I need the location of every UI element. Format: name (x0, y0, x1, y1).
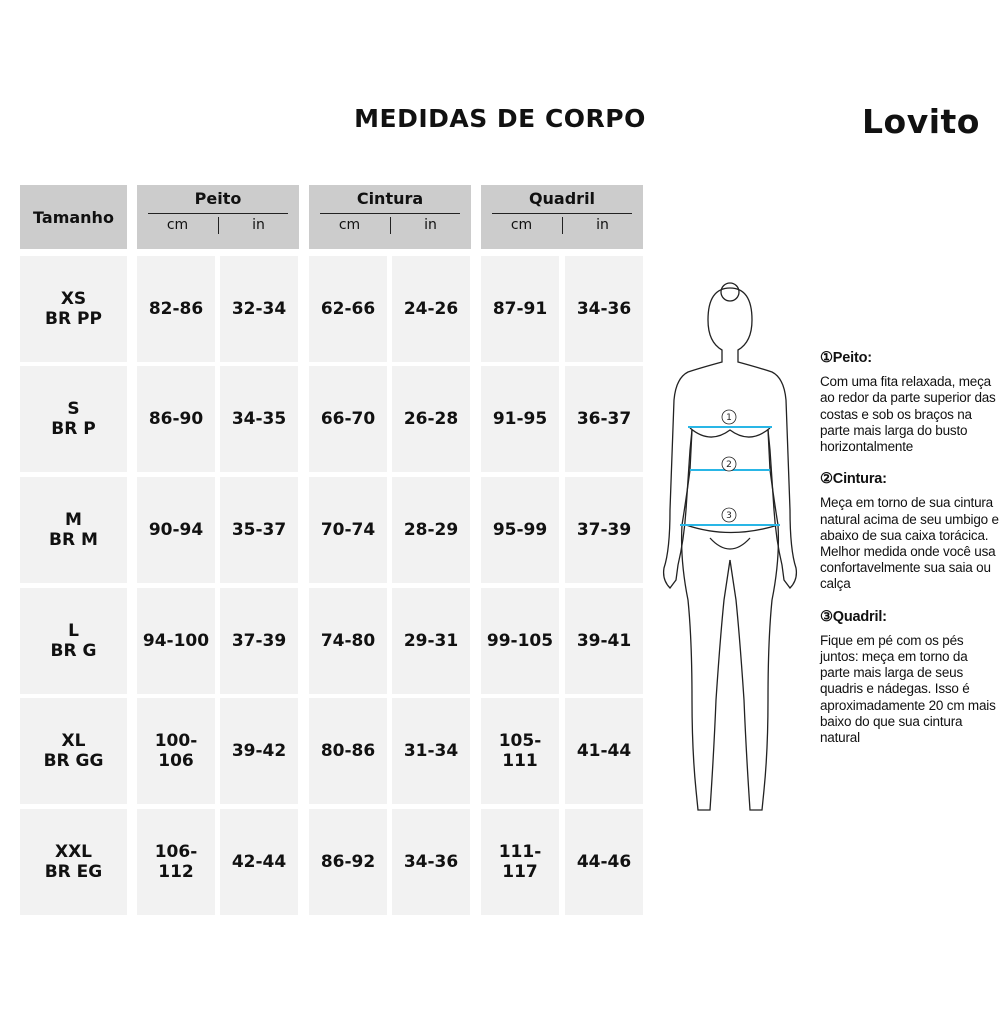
measurement-cell: 100-106 (137, 698, 215, 804)
group-label: Peito (194, 189, 242, 208)
measurement-cell: 35-37 (220, 477, 298, 583)
measurement-cell: 31-34 (392, 698, 470, 804)
br-size-label: BR PP (45, 309, 102, 329)
measurement-cell: 82-86 (137, 256, 215, 362)
group-label: Quadril (528, 189, 596, 208)
br-size-label: BR G (50, 641, 97, 661)
measurement-cell: 34-36 (565, 256, 643, 362)
measurement-cell: 26-28 (392, 366, 470, 472)
divider (562, 217, 563, 234)
measurement-cell: 87-91 (481, 256, 559, 362)
measurement-cell: 42-44 (220, 809, 298, 915)
measurement-cell: 44-46 (565, 809, 643, 915)
unit-in: in (252, 217, 265, 233)
marker-1: 1 (726, 413, 732, 423)
size-cell: M BR M (20, 477, 127, 583)
size-cell: XS BR PP (20, 256, 127, 362)
unit-cm: cm (166, 217, 189, 233)
measurement-cell: 37-39 (220, 588, 298, 694)
size-label: S (67, 399, 80, 419)
size-cell: L BR G (20, 588, 127, 694)
measurement-cell: 91-95 (481, 366, 559, 472)
note-title-hip: ③Quadril: (820, 608, 887, 625)
measurement-cell: 39-41 (565, 588, 643, 694)
size-cell: XL BR GG (20, 698, 127, 804)
size-label: XL (61, 731, 86, 751)
measurement-cell: 106-112 (137, 809, 215, 915)
divider (218, 217, 219, 234)
note-text-waist: Meça em torno de sua cintura natural aci… (820, 495, 999, 592)
measurement-notes: ①Peito: Com uma fita relaxada, meça ao r… (820, 350, 1000, 762)
br-size-label: BR P (51, 419, 96, 439)
unit-cm: cm (338, 217, 361, 233)
unit-cm: cm (510, 217, 533, 233)
page-title: MEDIDAS DE CORPO (354, 104, 646, 133)
marker-2: 2 (726, 460, 732, 470)
measurement-cell: 74-80 (309, 588, 387, 694)
measurement-cell: 86-92 (309, 809, 387, 915)
measurement-cell: 86-90 (137, 366, 215, 472)
woman-outline-icon (662, 282, 798, 811)
note-title-waist: ②Cintura: (820, 471, 887, 488)
column-group-header: Cintura cm in (309, 185, 471, 249)
measurement-cell: 94-100 (137, 588, 215, 694)
divider (320, 213, 460, 214)
column-group-header: Quadril cm in (481, 185, 643, 249)
measurement-cell: 70-74 (309, 477, 387, 583)
size-label: M (65, 510, 82, 530)
measurement-cell: 41-44 (565, 698, 643, 804)
size-label: L (68, 621, 79, 641)
measurement-cell: 24-26 (392, 256, 470, 362)
body-figure: 1 2 3 (662, 282, 798, 811)
measurement-cell: 36-37 (565, 366, 643, 472)
divider (390, 217, 391, 234)
measurement-cell: 34-35 (220, 366, 298, 472)
measurement-cell: 90-94 (137, 477, 215, 583)
measurement-cell: 39-42 (220, 698, 298, 804)
size-label: XXL (54, 842, 93, 862)
measurement-cell: 62-66 (309, 256, 387, 362)
note-title-chest: ①Peito: (820, 350, 872, 366)
divider (492, 213, 632, 214)
measurement-cell: 105-111 (481, 698, 559, 804)
note-text-chest: Com uma fita relaxada, meça ao redor da … (820, 374, 996, 455)
brand-logo: Lovito (862, 102, 980, 141)
divider (148, 213, 288, 214)
unit-in: in (424, 217, 437, 233)
measurement-cell: 66-70 (309, 366, 387, 472)
measurement-cell: 111-117 (481, 809, 559, 915)
measurement-cell: 95-99 (481, 477, 559, 583)
measurement-cell: 80-86 (309, 698, 387, 804)
group-label: Cintura (356, 189, 424, 208)
br-size-label: BR M (49, 530, 98, 550)
size-label: XS (60, 289, 87, 309)
measurement-cell: 28-29 (392, 477, 470, 583)
measurement-cell: 37-39 (565, 477, 643, 583)
size-header: Tamanho (20, 185, 127, 249)
br-size-label: BR EG (44, 862, 103, 882)
note-text-hip: Fique em pé com os pés juntos: meça em t… (820, 632, 996, 746)
unit-in: in (596, 217, 609, 233)
size-cell: XXL BR EG (20, 809, 127, 915)
column-group-header: Peito cm in (137, 185, 299, 249)
size-cell: S BR P (20, 366, 127, 472)
br-size-label: BR GG (43, 751, 104, 771)
measurement-cell: 32-34 (220, 256, 298, 362)
measurement-cell: 29-31 (392, 588, 470, 694)
measurement-cell: 99-105 (481, 588, 559, 694)
measurement-cell: 34-36 (392, 809, 470, 915)
marker-3: 3 (726, 511, 732, 521)
